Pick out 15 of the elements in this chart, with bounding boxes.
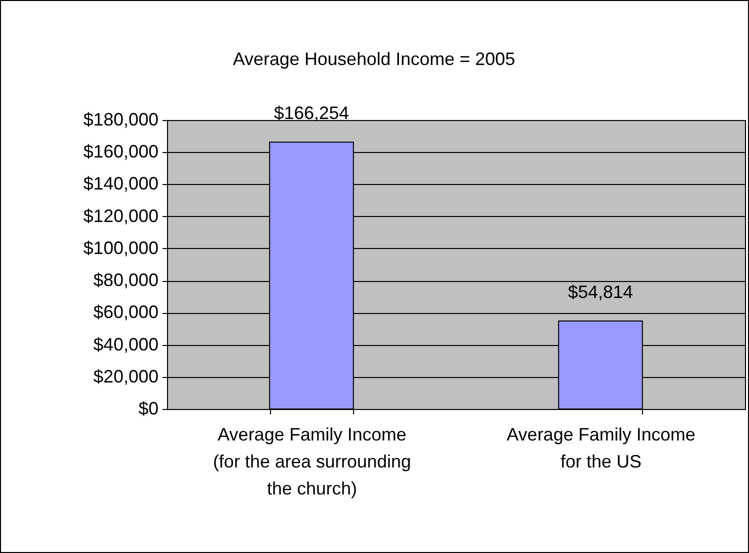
chart-title: Average Household Income = 2005 — [232, 49, 516, 70]
y-tick-label: $100,000 — [83, 238, 158, 258]
y-tick-label: $60,000 — [93, 302, 158, 322]
data-label: $166,254 — [274, 103, 350, 124]
x-tick-label: Average Family Income (for the area surrounding the church) — [212, 424, 412, 498]
y-tick-label: $0 — [138, 398, 158, 418]
data-label: $54,814 — [568, 282, 634, 302]
y-tick-label: $180,000 — [83, 110, 158, 130]
y-tick-label: $40,000 — [93, 334, 158, 354]
y-tick-label: $140,000 — [83, 174, 158, 194]
y-tick-label: $120,000 — [83, 206, 158, 226]
x-tick-label: Average Family Income for the US — [506, 424, 696, 472]
y-tick-label: $80,000 — [93, 270, 158, 290]
y-tick-label: $160,000 — [83, 142, 158, 162]
y-tick-label: $20,000 — [93, 366, 158, 386]
